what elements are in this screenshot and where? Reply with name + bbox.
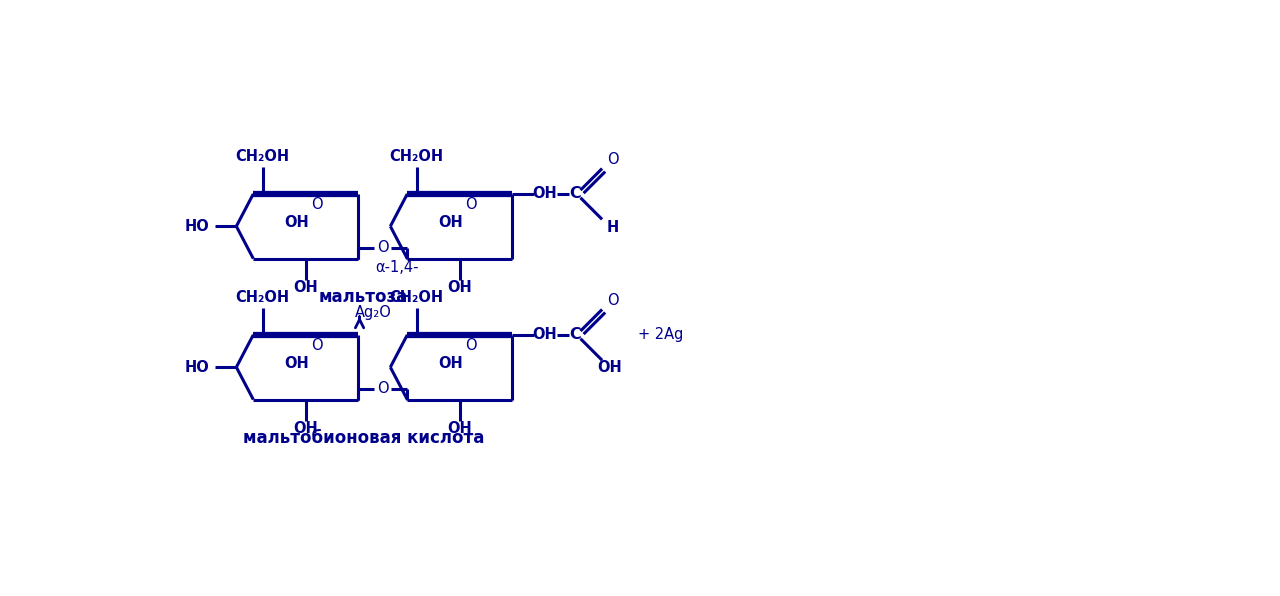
Text: OH: OH [293, 421, 317, 436]
Text: OH: OH [598, 361, 622, 375]
Text: H: H [607, 219, 620, 235]
Text: OH: OH [532, 187, 557, 201]
Text: O: O [607, 293, 618, 308]
Text: + 2Ag: + 2Ag [639, 327, 684, 342]
Text: OH: OH [284, 215, 308, 230]
Text: OH: OH [532, 327, 557, 342]
Text: CH₂OH: CH₂OH [389, 290, 444, 305]
Text: HO: HO [184, 219, 210, 234]
Text: O: O [311, 338, 323, 353]
Text: α-1,4-: α-1,4- [375, 260, 419, 275]
Text: CH₂OH: CH₂OH [389, 150, 444, 164]
Text: HO: HO [184, 360, 210, 375]
Text: CH₂OH: CH₂OH [236, 150, 289, 164]
Text: мальтоза: мальтоза [319, 288, 408, 306]
Text: мальтобионовая кислота: мальтобионовая кислота [243, 429, 484, 447]
Text: OH: OH [447, 280, 472, 296]
Text: OH: OH [447, 421, 472, 436]
Text: C: C [570, 187, 581, 201]
Text: O: O [466, 197, 477, 212]
Text: OH: OH [438, 356, 463, 371]
Text: CH₂OH: CH₂OH [236, 290, 289, 305]
Text: O: O [376, 240, 388, 255]
Text: OH: OH [284, 356, 308, 371]
Text: O: O [376, 381, 388, 396]
Text: C: C [570, 327, 581, 342]
Text: O: O [311, 197, 323, 212]
Text: OH: OH [293, 280, 317, 296]
Text: O: O [466, 338, 477, 353]
Text: OH: OH [438, 215, 463, 230]
Text: O: O [607, 152, 618, 167]
Text: Ag₂O: Ag₂O [355, 305, 392, 321]
